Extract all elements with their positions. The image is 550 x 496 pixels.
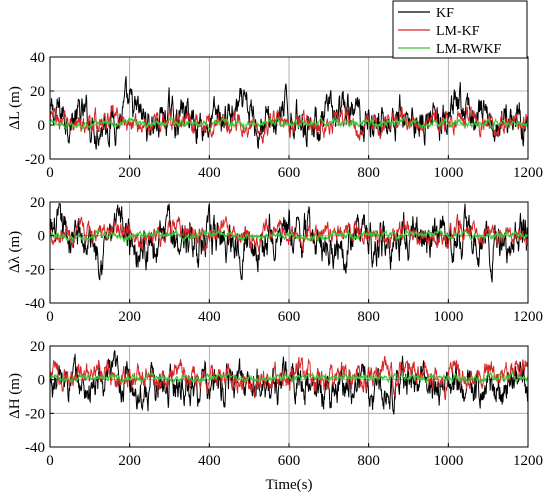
x-tick-labels: 0 200 400 600 800 1000 1200 <box>46 443 543 469</box>
legend: KF LM-KF LM-RWKF <box>392 0 528 59</box>
y-tick-label: -20 <box>25 406 45 422</box>
x-tick-labels: 0 200 400 600 800 1000 1200 <box>46 299 543 325</box>
series-line-lm-rwkf <box>49 228 529 243</box>
y-tick-label: 20 <box>30 195 45 211</box>
y-tick-label: -40 <box>25 296 45 312</box>
y-tick-label: 0 <box>38 373 46 389</box>
subplot-delta-lambda: 0 200 400 600 800 1000 1200 -40 -20 0 20 Δλ (m) <box>7 195 543 325</box>
x-tick-label: 800 <box>357 309 380 325</box>
y-tick-label: -40 <box>25 440 45 456</box>
legend-label-lm-rwkf: LM-RWKF <box>436 42 502 57</box>
grid-lines <box>50 57 528 159</box>
legend-label-kf: KF <box>436 6 454 21</box>
y-axis-label: ΔH (m) <box>7 373 23 419</box>
x-tick-label: 0 <box>46 453 54 469</box>
y-tick-labels: -40 -20 0 20 <box>25 195 54 312</box>
x-tick-label: 600 <box>278 309 301 325</box>
y-tick-label: 20 <box>30 84 45 100</box>
subplot-delta-h: 0 200 400 600 800 1000 1200 -40 -20 0 20 ΔH (m) <box>7 339 543 469</box>
y-tick-label: -20 <box>25 262 45 278</box>
x-axis-label: Time(s) <box>266 477 313 493</box>
y-tick-label: 0 <box>38 229 46 245</box>
series-line-lm-kf <box>49 356 529 401</box>
x-tick-label: 1200 <box>513 165 543 181</box>
x-tick-label: 800 <box>357 165 380 181</box>
y-tick-label: -20 <box>25 152 45 168</box>
legend-label-lm-kf: LM-KF <box>436 24 480 39</box>
y-tick-label: 20 <box>30 339 45 355</box>
x-tick-label: 1000 <box>433 309 463 325</box>
y-tick-labels: -20 0 20 40 <box>25 50 54 168</box>
x-tick-label: 800 <box>357 453 380 469</box>
y-tick-labels: -40 -20 0 20 <box>25 339 54 456</box>
series-group <box>49 349 529 415</box>
series-group <box>49 76 529 150</box>
x-tick-labels: 0 200 400 600 800 1000 1200 <box>46 155 543 181</box>
x-tick-label: 1200 <box>513 309 543 325</box>
x-tick-label: 200 <box>118 165 141 181</box>
x-tick-label: 600 <box>278 453 301 469</box>
series-group <box>49 203 529 283</box>
y-axis-label: ΔL (m) <box>7 86 23 130</box>
y-axis-label: Δλ (m) <box>7 231 23 273</box>
x-tick-label: 200 <box>118 309 141 325</box>
series-line-lm-rwkf <box>49 115 529 131</box>
x-tick-label: 600 <box>278 165 301 181</box>
x-tick-label: 0 <box>46 165 54 181</box>
x-tick-label: 400 <box>198 453 221 469</box>
y-tick-label: 0 <box>38 118 46 134</box>
x-tick-label: 400 <box>198 165 221 181</box>
x-tick-label: 200 <box>118 453 141 469</box>
y-tick-label: 40 <box>30 50 45 66</box>
x-tick-label: 1000 <box>433 165 463 181</box>
series-line-lm-kf <box>49 213 529 253</box>
x-tick-label: 400 <box>198 309 221 325</box>
series-line-lm-rwkf <box>49 370 529 385</box>
x-tick-label: 0 <box>46 309 54 325</box>
x-tick-label: 1000 <box>433 453 463 469</box>
x-tick-label: 1200 <box>513 453 543 469</box>
